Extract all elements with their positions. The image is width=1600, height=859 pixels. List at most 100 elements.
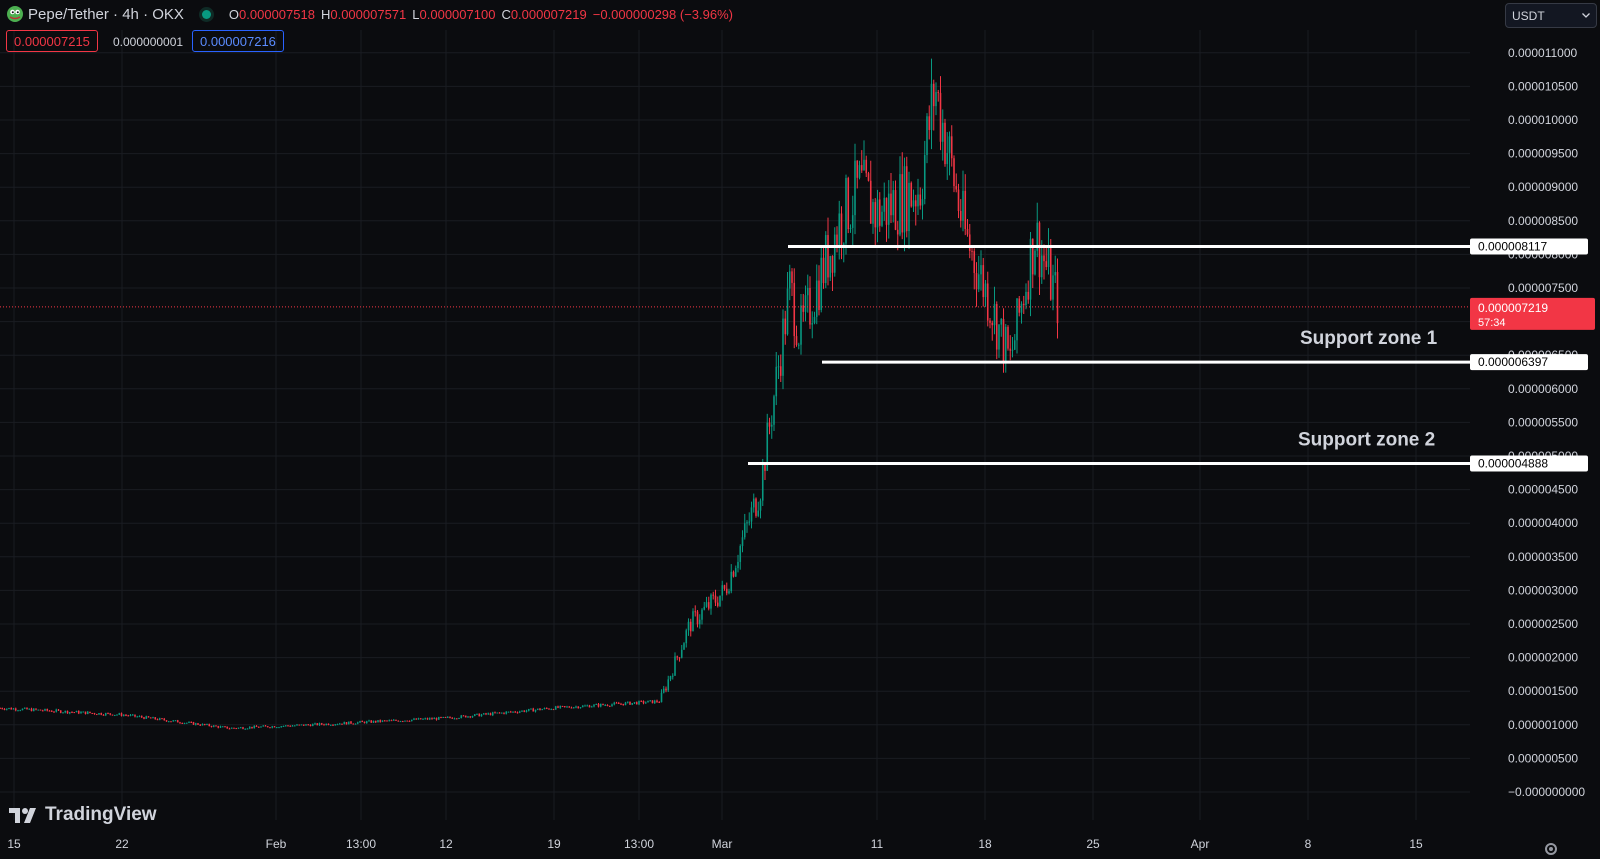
candle-body (849, 227, 852, 230)
time-tick-label: 13:00 (624, 837, 654, 851)
candle-body (743, 523, 746, 538)
candle-body (993, 304, 996, 326)
line-labels: 0.000007219 57:34 0.000008117 0.000006397 Su… (1298, 238, 1595, 472)
candle-body (280, 726, 283, 728)
countdown-label: 57:34 (1478, 317, 1506, 329)
time-tick-label: 19 (547, 837, 561, 851)
candle-body (1002, 318, 1005, 364)
candle-body (957, 189, 960, 211)
candle-body (1020, 303, 1023, 313)
candle-body (878, 199, 881, 226)
candle-body (242, 727, 244, 729)
candle-body (293, 725, 296, 727)
candle-body (44, 708, 46, 711)
time-tick-label: 18 (978, 837, 992, 851)
candle-body (599, 703, 602, 707)
candle-body (64, 710, 67, 713)
candle-body (572, 707, 575, 709)
candle-body (167, 721, 170, 723)
candle-body (471, 716, 474, 718)
market-status-icon[interactable] (201, 9, 211, 19)
candle-body (354, 723, 357, 725)
candle-body (19, 710, 22, 712)
candle-body (147, 716, 150, 718)
time-tick-label: 12 (439, 837, 453, 851)
candle-body (858, 165, 861, 178)
candle-body (8, 707, 10, 709)
candle-body (525, 710, 528, 712)
candle-body (593, 704, 595, 707)
candle-body (284, 725, 287, 727)
candle-body (111, 714, 114, 716)
candle-body (12, 708, 15, 710)
candle-body (122, 714, 125, 716)
candle-body (586, 705, 589, 707)
candle-body (784, 318, 787, 335)
candle-body (21, 708, 24, 711)
candle-body (777, 366, 780, 368)
settings-icon[interactable] (1545, 843, 1557, 855)
candle-body (838, 213, 841, 247)
candle-body (125, 714, 127, 716)
symbol-title[interactable]: Pepe/Tether · 4h · OKX (28, 5, 184, 23)
candle-body (491, 712, 494, 716)
candle-body (246, 728, 249, 730)
candle-body (899, 174, 901, 235)
candle-body (478, 713, 481, 717)
candle-body (104, 713, 107, 716)
candle-body (829, 255, 832, 278)
candle-body (561, 705, 564, 707)
candle-body (68, 712, 71, 714)
candle-body (350, 721, 352, 724)
candle-body (854, 160, 856, 216)
candle-body (748, 521, 751, 523)
candle-body (516, 712, 519, 714)
candle-body (662, 688, 665, 693)
candle-body (476, 713, 478, 715)
candle-body (554, 706, 557, 710)
candle-body (791, 271, 793, 283)
time-axis[interactable]: 15 22 Feb 13:00 12 19 13:00 Mar 11 18 25 Apr 8 15 (7, 837, 1423, 851)
horizontal-lines[interactable] (0, 245, 1470, 466)
time-tick-label: 11 (871, 837, 884, 851)
candle-body (926, 116, 928, 156)
candle-body (217, 726, 220, 728)
candle-body (149, 717, 152, 719)
candle-body (518, 711, 521, 713)
price-tick-label: 0.000007500 (1508, 281, 1578, 295)
candle-body (3, 708, 6, 710)
candle-body (431, 718, 433, 720)
candle-body (453, 718, 456, 720)
currency-select[interactable]: USDT (1505, 3, 1597, 28)
candle-body (138, 716, 141, 718)
candle-body (352, 723, 355, 725)
candle-body (80, 711, 82, 714)
candle-body (505, 711, 508, 714)
candle-body (737, 561, 739, 569)
sell-button[interactable]: 0.000007215 (6, 30, 98, 52)
current-price-label: 0.000007219 (1478, 301, 1548, 315)
candle-body (950, 136, 953, 159)
candle-body (208, 724, 211, 727)
candle-body (262, 725, 265, 727)
buy-button[interactable]: 0.000007216 (192, 30, 284, 52)
candle-body (368, 720, 370, 722)
candle-body (1022, 303, 1025, 306)
chart-grid (0, 30, 1470, 820)
candle-body (575, 706, 577, 708)
candle-body (379, 720, 382, 722)
candle-body (543, 707, 546, 710)
candle-body (624, 702, 627, 706)
low-value: 0.000007100 (419, 6, 496, 22)
candle-body (253, 725, 256, 729)
candle-body (32, 708, 35, 712)
candle-body (363, 721, 366, 724)
support-zone-annotation: Support zone 2 (1298, 430, 1435, 451)
candle-body (82, 711, 85, 713)
candle-body (863, 159, 865, 171)
candle-body (892, 190, 895, 216)
candle-body (602, 703, 604, 706)
tradingview-logo[interactable]: TradingView (9, 804, 157, 826)
price-axis[interactable]: −0.000000000 0.000000500 0.000001000 0.0000… (1508, 46, 1585, 799)
